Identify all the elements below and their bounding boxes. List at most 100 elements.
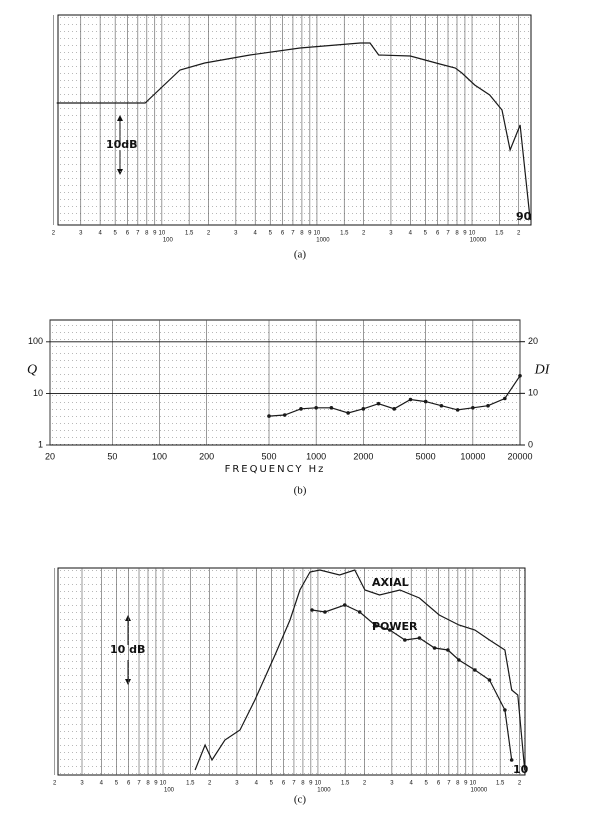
data-point: [439, 403, 444, 408]
decade-label: 1000: [316, 238, 330, 244]
data-point: [282, 413, 287, 417]
x-tick-label: 10: [159, 231, 166, 237]
x-tick-label: 4: [254, 231, 258, 237]
x-tick-label: 2: [207, 231, 211, 237]
x-tick-label: 10: [470, 781, 477, 787]
x-tick-label: 10: [160, 781, 167, 787]
x-tick-label: 3: [389, 231, 393, 237]
x-tick-label: 500: [261, 451, 276, 461]
x-tick-label: 5: [424, 231, 428, 237]
decade-label: 1000: [317, 788, 331, 794]
x-tick-label: 8: [301, 781, 305, 787]
data-point: [310, 608, 314, 612]
x-tick-label: 200: [199, 451, 214, 461]
x-tick-label: 9: [154, 781, 158, 787]
x-tick-label: 4: [410, 781, 414, 787]
x-tick-label: 8: [456, 781, 460, 787]
x-tick-label: 9: [153, 231, 157, 237]
y2-tick-label: 20: [528, 336, 538, 346]
x-tick-label: 6: [437, 781, 441, 787]
x-tick-label: 5: [113, 231, 117, 237]
x-tick-label: 2000: [353, 451, 373, 461]
x-tick-label: 6: [282, 781, 286, 787]
y-axis-label: Q: [27, 363, 37, 378]
data-point: [392, 407, 397, 411]
x-tick-label: 6: [126, 231, 130, 237]
data-point: [417, 636, 422, 640]
data-line: [194, 569, 526, 771]
data-point: [408, 397, 413, 402]
x-tick-label: 5: [115, 781, 119, 787]
x-tick-label: 10: [315, 781, 322, 787]
decade-label: 100: [164, 788, 175, 794]
x-tick-label: 5: [270, 781, 274, 787]
data-point: [423, 399, 428, 404]
x-tick-label: 9: [309, 781, 313, 787]
series-label: POWER: [372, 620, 418, 633]
x-tick-label: 20000: [507, 451, 532, 461]
x-tick-label: 8: [145, 231, 149, 237]
x-axis-label: FREQUENCY Hz: [225, 464, 326, 475]
x-tick-label: 6: [281, 231, 285, 237]
x-tick-label: 7: [136, 231, 140, 237]
data-point: [503, 396, 507, 401]
paper-dots: [50, 320, 520, 445]
y2-tick-label: 0: [528, 439, 533, 449]
x-tick-label: 9: [463, 231, 467, 237]
x-tick-label: 10: [314, 231, 321, 237]
data-point: [518, 373, 522, 378]
x-tick-label: 2: [363, 781, 367, 787]
paper-dots: [58, 15, 531, 225]
x-tick-label: 8: [300, 231, 304, 237]
data-point: [329, 406, 334, 410]
annotation: 10 dB: [110, 643, 145, 656]
data-point: [299, 407, 303, 411]
plot-frame: [57, 567, 526, 776]
x-tick-label: 50: [107, 451, 117, 461]
y-tick-label: 10: [33, 388, 43, 398]
x-tick-label: 3: [80, 781, 84, 787]
x-tick-label: 3: [235, 781, 239, 787]
x-tick-label: 1.5: [495, 231, 504, 237]
x-tick-label: 6: [436, 231, 440, 237]
caption: (b): [294, 485, 307, 497]
x-tick-label: 7: [137, 781, 141, 787]
series-label: AXIAL: [372, 576, 409, 589]
data-point: [403, 638, 407, 642]
x-tick-label: 8: [455, 231, 459, 237]
plot-frame: [57, 14, 532, 226]
data-point: [357, 610, 362, 614]
data-point: [314, 406, 318, 410]
data-point: [323, 610, 327, 614]
annotation: 90: [516, 210, 532, 223]
data-point: [471, 406, 475, 410]
x-tick-label: 1.5: [185, 231, 194, 237]
data-point: [376, 401, 381, 406]
data-line: [56, 42, 531, 221]
x-tick-label: 5: [425, 781, 429, 787]
x-tick-label: 1.5: [340, 231, 349, 237]
x-tick-label: 4: [409, 231, 413, 237]
data-point: [342, 603, 347, 607]
decade-label: 10000: [470, 238, 487, 244]
annotation: 10: [513, 763, 529, 776]
data-point: [487, 678, 492, 682]
data-point: [486, 403, 490, 408]
x-tick-label: 10: [469, 231, 476, 237]
x-tick-label: 1.5: [186, 781, 195, 787]
annotation: 10dB: [106, 138, 138, 151]
x-tick-label: 10000: [460, 451, 485, 461]
x-tick-label: 1000: [306, 451, 326, 461]
x-tick-label: 4: [100, 781, 104, 787]
caption: (a): [294, 249, 307, 261]
data-point: [388, 628, 392, 632]
x-tick-label: 3: [234, 231, 238, 237]
x-tick-label: 6: [127, 781, 131, 787]
x-tick-label: 4: [98, 231, 102, 237]
x-tick-label: 20: [45, 451, 55, 461]
data-point: [446, 648, 450, 652]
caption: (c): [294, 794, 307, 806]
x-tick-label: 2: [52, 231, 56, 237]
decade-label: 100: [163, 238, 174, 244]
x-tick-label: 100: [152, 451, 167, 461]
